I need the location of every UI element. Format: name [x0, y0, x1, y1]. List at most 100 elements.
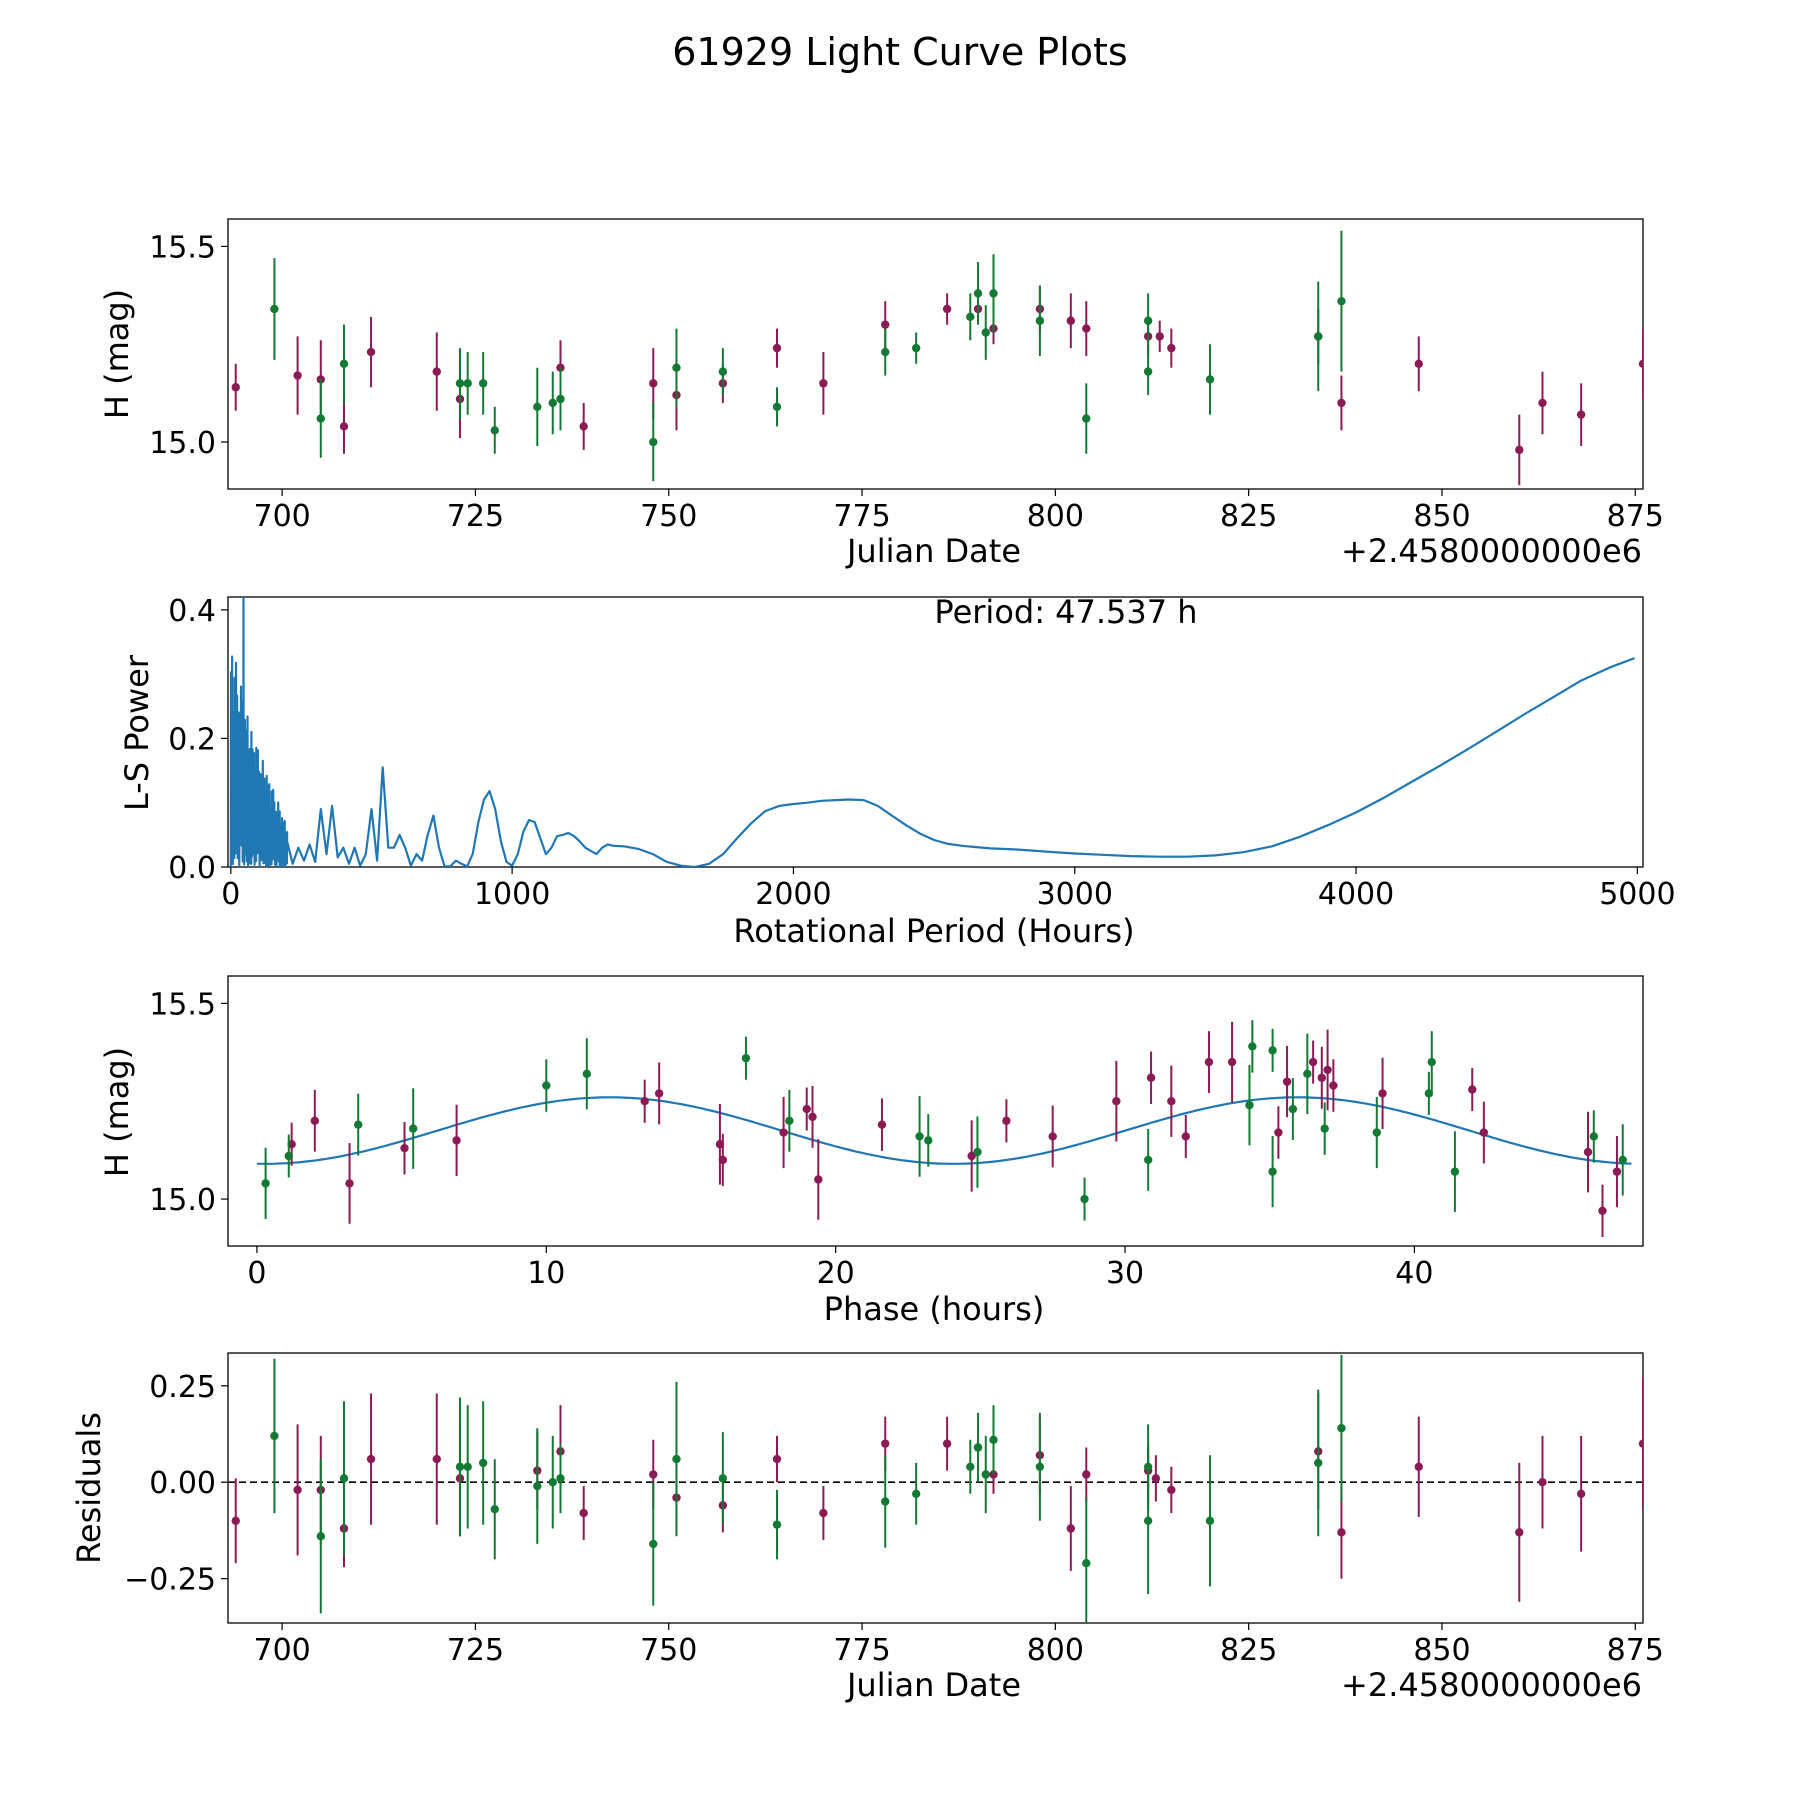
x-tick-label: 20 [817, 1256, 855, 1291]
period-annotation: Period: 47.537 h [934, 593, 1197, 631]
data-point [1538, 398, 1547, 408]
periodogram-xlabel: Rotational Period (Hours) [733, 912, 1134, 950]
data-point [1638, 359, 1643, 368]
y-tick-label: 15.0 [149, 1183, 216, 1218]
data-point [672, 363, 681, 372]
data-point [1151, 1474, 1161, 1483]
data-point [582, 1069, 592, 1079]
data-point [1317, 1073, 1327, 1082]
fit-curve [256, 1096, 1632, 1165]
x-tick-label: 850 [1413, 499, 1470, 534]
data-point [1314, 332, 1323, 341]
data-point [548, 1478, 557, 1487]
data-point [1274, 1128, 1283, 1137]
x-tick-label: 700 [253, 1633, 310, 1668]
data-point [881, 1439, 890, 1448]
data-point [973, 1443, 983, 1452]
data-point [1268, 1167, 1277, 1176]
x-tick-label: 0 [221, 877, 240, 912]
residuals-xlabel: Julian Date [845, 1666, 1021, 1704]
x-tick-label: 800 [1027, 1633, 1084, 1668]
data-point [1143, 1516, 1153, 1525]
data-point [772, 1454, 782, 1464]
data-point [1205, 375, 1215, 384]
y-tick-label: 15.5 [149, 230, 216, 265]
y-tick-label: 0.0 [168, 851, 216, 886]
phased-curve-panel: 0 10 20 30 40 15.0 15.5 Phase (hours) H (mag) [98, 975, 1644, 1328]
data-point [1181, 1132, 1191, 1141]
phased-curve-xlabel: Phase (hours) [824, 1290, 1045, 1328]
periodogram-plot-area: 0 1000 2000 3000 4000 5000 0.0 0.2 0.4 [168, 594, 1675, 912]
y-tick-label: 15.5 [149, 987, 216, 1022]
data-point [1204, 1057, 1214, 1067]
light-curve-panel: 700 725 750 775 800 825 850 875 15.0 15.5 Julian … [98, 218, 1664, 570]
data-point [649, 379, 658, 388]
data-point [366, 1454, 376, 1464]
data-point [1308, 1057, 1318, 1067]
figure-title: 61929 Light Curve Plots [672, 30, 1127, 74]
data-point [293, 1485, 302, 1495]
data-point [1143, 367, 1153, 376]
y-tick-label: 0.25 [149, 1370, 216, 1405]
data-point [942, 1439, 952, 1448]
x-tick-label: 800 [1027, 499, 1084, 534]
data-point [1583, 1147, 1593, 1157]
data-point [1282, 1077, 1292, 1086]
data-point [293, 371, 302, 380]
data-point [1082, 1559, 1091, 1568]
plot-clip-group [228, 1354, 1643, 1623]
x-tick-label: 725 [447, 499, 504, 534]
data-point [1450, 1167, 1460, 1176]
data-point [911, 343, 921, 353]
data-point [1314, 1458, 1323, 1468]
data-point [1143, 316, 1153, 325]
data-point [819, 1508, 828, 1518]
data-point [1337, 1424, 1346, 1433]
data-point [366, 347, 376, 357]
data-point [1612, 1167, 1622, 1176]
data-point [579, 1508, 588, 1518]
data-point [772, 402, 782, 412]
data-point [1427, 1057, 1436, 1067]
data-point [1227, 1057, 1237, 1067]
x-tick-label: 750 [640, 499, 697, 534]
periodogram-panel: 0 1000 2000 3000 4000 5000 0.0 0.2 0.4 Rotationa… [118, 593, 1676, 950]
data-point [649, 437, 658, 447]
data-point [231, 1516, 240, 1525]
x-tick-label: 775 [833, 499, 890, 534]
x-tick-label: 40 [1395, 1256, 1433, 1291]
data-point [966, 1462, 975, 1471]
data-point [533, 402, 542, 412]
data-point [1598, 1206, 1607, 1215]
light-curve-ylabel: H (mag) [98, 289, 136, 419]
x-tick-label: 3000 [1037, 877, 1113, 912]
residuals-offset-text: +2.4580000000e6 [1341, 1666, 1642, 1704]
data-point [802, 1104, 811, 1114]
data-point [1066, 316, 1076, 325]
data-point [1035, 1462, 1045, 1471]
data-point [1146, 1073, 1156, 1082]
data-point [432, 1454, 441, 1464]
data-point [1479, 1128, 1489, 1137]
x-tick-label: 725 [447, 1633, 504, 1668]
data-point [1082, 1470, 1091, 1479]
data-point [432, 367, 441, 376]
data-point [548, 398, 557, 408]
residuals-panel: 700 725 750 775 800 825 850 875 0.25 0.00 −0.25 Ju… [70, 1352, 1664, 1704]
data-point [556, 363, 565, 372]
data-point [316, 375, 325, 384]
data-point [556, 394, 565, 404]
data-point [785, 1116, 794, 1125]
data-point [1372, 1128, 1381, 1137]
data-point [1320, 1124, 1329, 1133]
data-point [718, 1155, 728, 1165]
data-point [911, 1489, 921, 1498]
data-point [1143, 1155, 1153, 1165]
data-point [1167, 1485, 1176, 1495]
residuals-plot-area: 700 725 750 775 800 825 850 875 0.25 0.00 −0.25 [124, 1352, 1664, 1668]
x-tick-label: 875 [1607, 499, 1664, 534]
data-point [942, 304, 952, 314]
data-point [1468, 1085, 1477, 1094]
data-point [316, 1532, 325, 1541]
